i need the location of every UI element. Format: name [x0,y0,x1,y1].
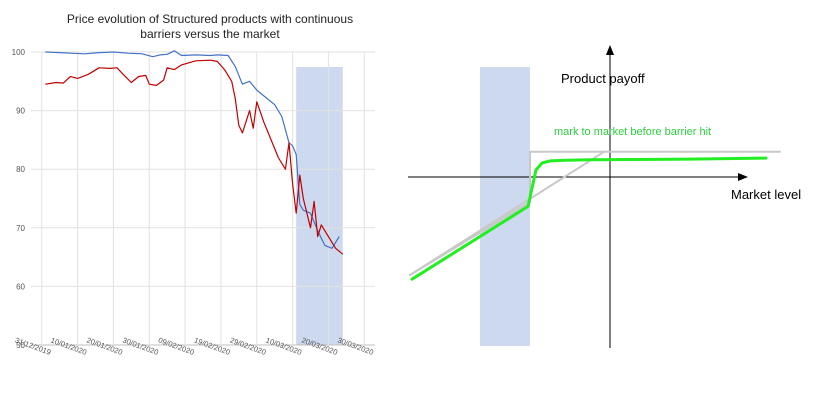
y-tick-label: 60 [16,282,25,291]
x-tick-label: 29/02/2020 [229,336,267,357]
x-axis-label: Market level [731,187,801,202]
x-tick-label: 09/02/2020 [157,336,195,357]
y-tick-label: 100 [12,48,26,57]
x-tick-label: 30/03/2020 [336,336,374,357]
payoff-linear-reference-curve [409,150,605,276]
payoff-axes [408,45,748,348]
chart-title-line-2: barriers versus the market [140,27,280,41]
y-axis-arrowhead [606,45,614,55]
x-axis-arrowhead [738,173,748,181]
price-series-1 [45,50,340,249]
mark-to-market-curve [410,156,768,281]
x-tick-label: 19/02/2020 [193,336,231,357]
y-tick-label: 70 [16,224,25,233]
y-tick-labels: 50 60 70 80 90 100 [12,48,26,350]
x-tick-label: 10/01/2020 [50,336,88,357]
payoff-curves [409,150,781,281]
y-axis-label: Product payoff [561,71,645,86]
chart-gridlines [31,51,375,346]
payoff-diagram: Product payoff Market level mark to mark… [408,45,801,348]
mark-to-market-annotation: mark to market before barrier hit [554,126,711,138]
payoff-at-maturity-curve [409,150,781,276]
y-tick-label: 50 [16,341,25,350]
chart-title-line-1: Price evolution of Structured products w… [66,12,354,26]
price-series-lines [45,50,344,255]
barrier-period-band [296,67,343,345]
y-tick-label: 90 [16,107,25,116]
x-tick-label: 30/01/2020 [121,336,159,357]
x-tick-label: 20/01/2020 [85,336,123,357]
y-tick-label: 80 [16,165,25,174]
price-series-2 [45,59,344,255]
chart-title: Price evolution of Structured products w… [40,12,380,42]
